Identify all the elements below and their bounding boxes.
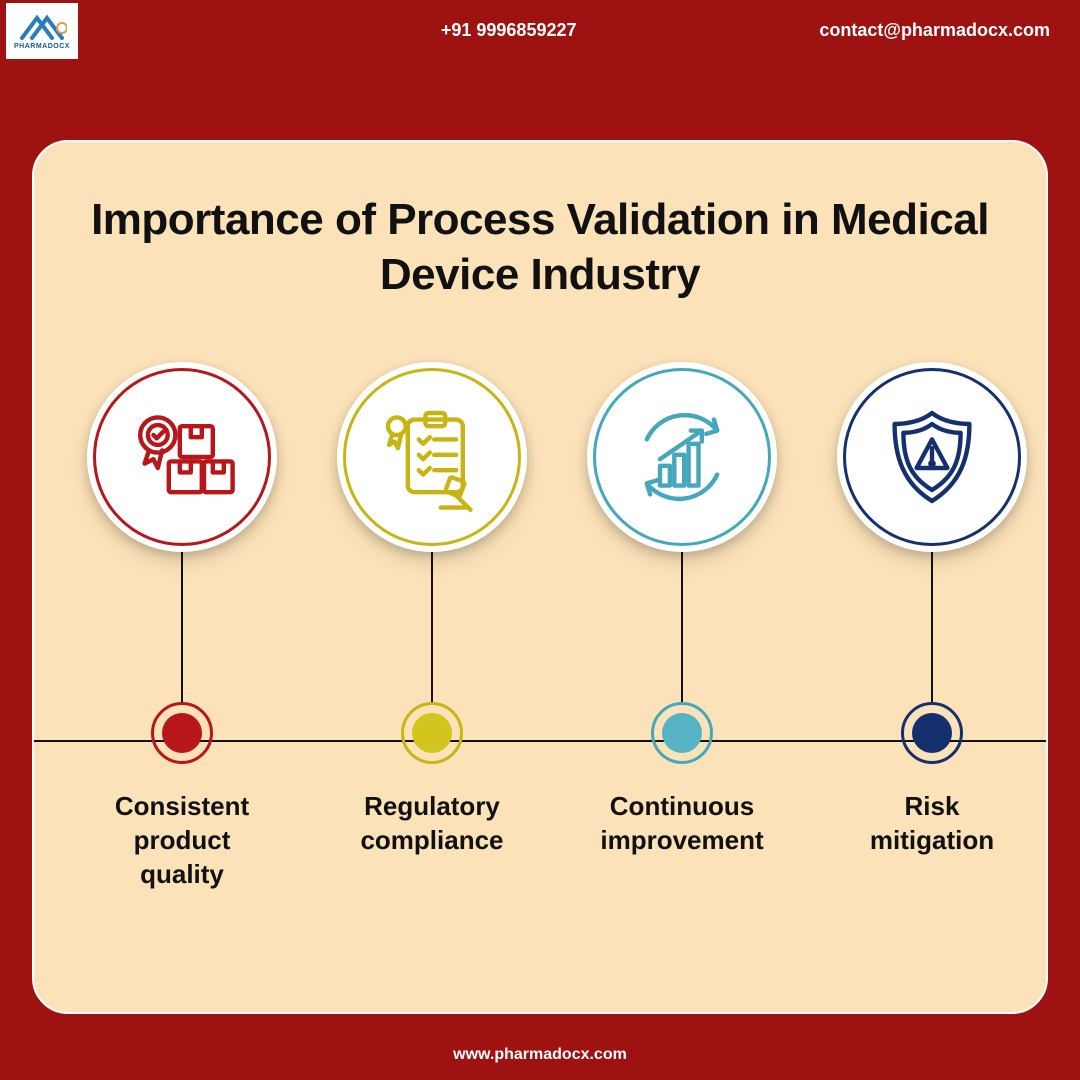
- timeline-item-risk: Risk mitigation: [822, 362, 1042, 858]
- phone-number: +91 9996859227: [441, 20, 577, 41]
- icon-ring: [593, 368, 771, 546]
- item-label: Risk mitigation: [870, 790, 994, 858]
- icon-circle: [87, 362, 277, 552]
- timeline-dot: [401, 702, 463, 764]
- connector-line: [181, 552, 183, 702]
- timeline-dot: [651, 702, 713, 764]
- contact-email: contact@pharmadocx.com: [819, 20, 1050, 41]
- item-label: Continuous improvement: [600, 790, 763, 858]
- logo: PHARMADOCX: [6, 3, 78, 59]
- page-title: Importance of Process Validation in Medi…: [64, 192, 1016, 302]
- logo-icon: [17, 13, 67, 43]
- connector-line: [431, 552, 433, 702]
- content-card: Importance of Process Validation in Medi…: [32, 140, 1048, 1014]
- footer-url: www.pharmadocx.com: [0, 1046, 1080, 1064]
- timeline-dot-inner: [912, 713, 952, 753]
- icon-circle: [337, 362, 527, 552]
- timeline-item-quality: Consistent product quality: [72, 362, 292, 891]
- item-label: Regulatory compliance: [360, 790, 503, 858]
- item-label: Consistent product quality: [115, 790, 249, 891]
- header-bar: PHARMADOCX +91 9996859227 contact@pharma…: [0, 0, 1080, 60]
- timeline-dot: [151, 702, 213, 764]
- icon-circle: [587, 362, 777, 552]
- timeline-dot-inner: [662, 713, 702, 753]
- connector-line: [681, 552, 683, 702]
- icon-ring: [843, 368, 1021, 546]
- connector-line: [931, 552, 933, 702]
- icon-ring: [343, 368, 521, 546]
- timeline-dot-inner: [412, 713, 452, 753]
- timeline-item-regulatory: Regulatory compliance: [322, 362, 542, 858]
- timeline-item-improvement: Continuous improvement: [572, 362, 792, 858]
- icon-circle: [837, 362, 1027, 552]
- timeline: Consistent product quality: [64, 362, 1016, 922]
- timeline-dot-inner: [162, 713, 202, 753]
- icon-ring: [93, 368, 271, 546]
- logo-text: PHARMADOCX: [14, 43, 70, 50]
- timeline-dot: [901, 702, 963, 764]
